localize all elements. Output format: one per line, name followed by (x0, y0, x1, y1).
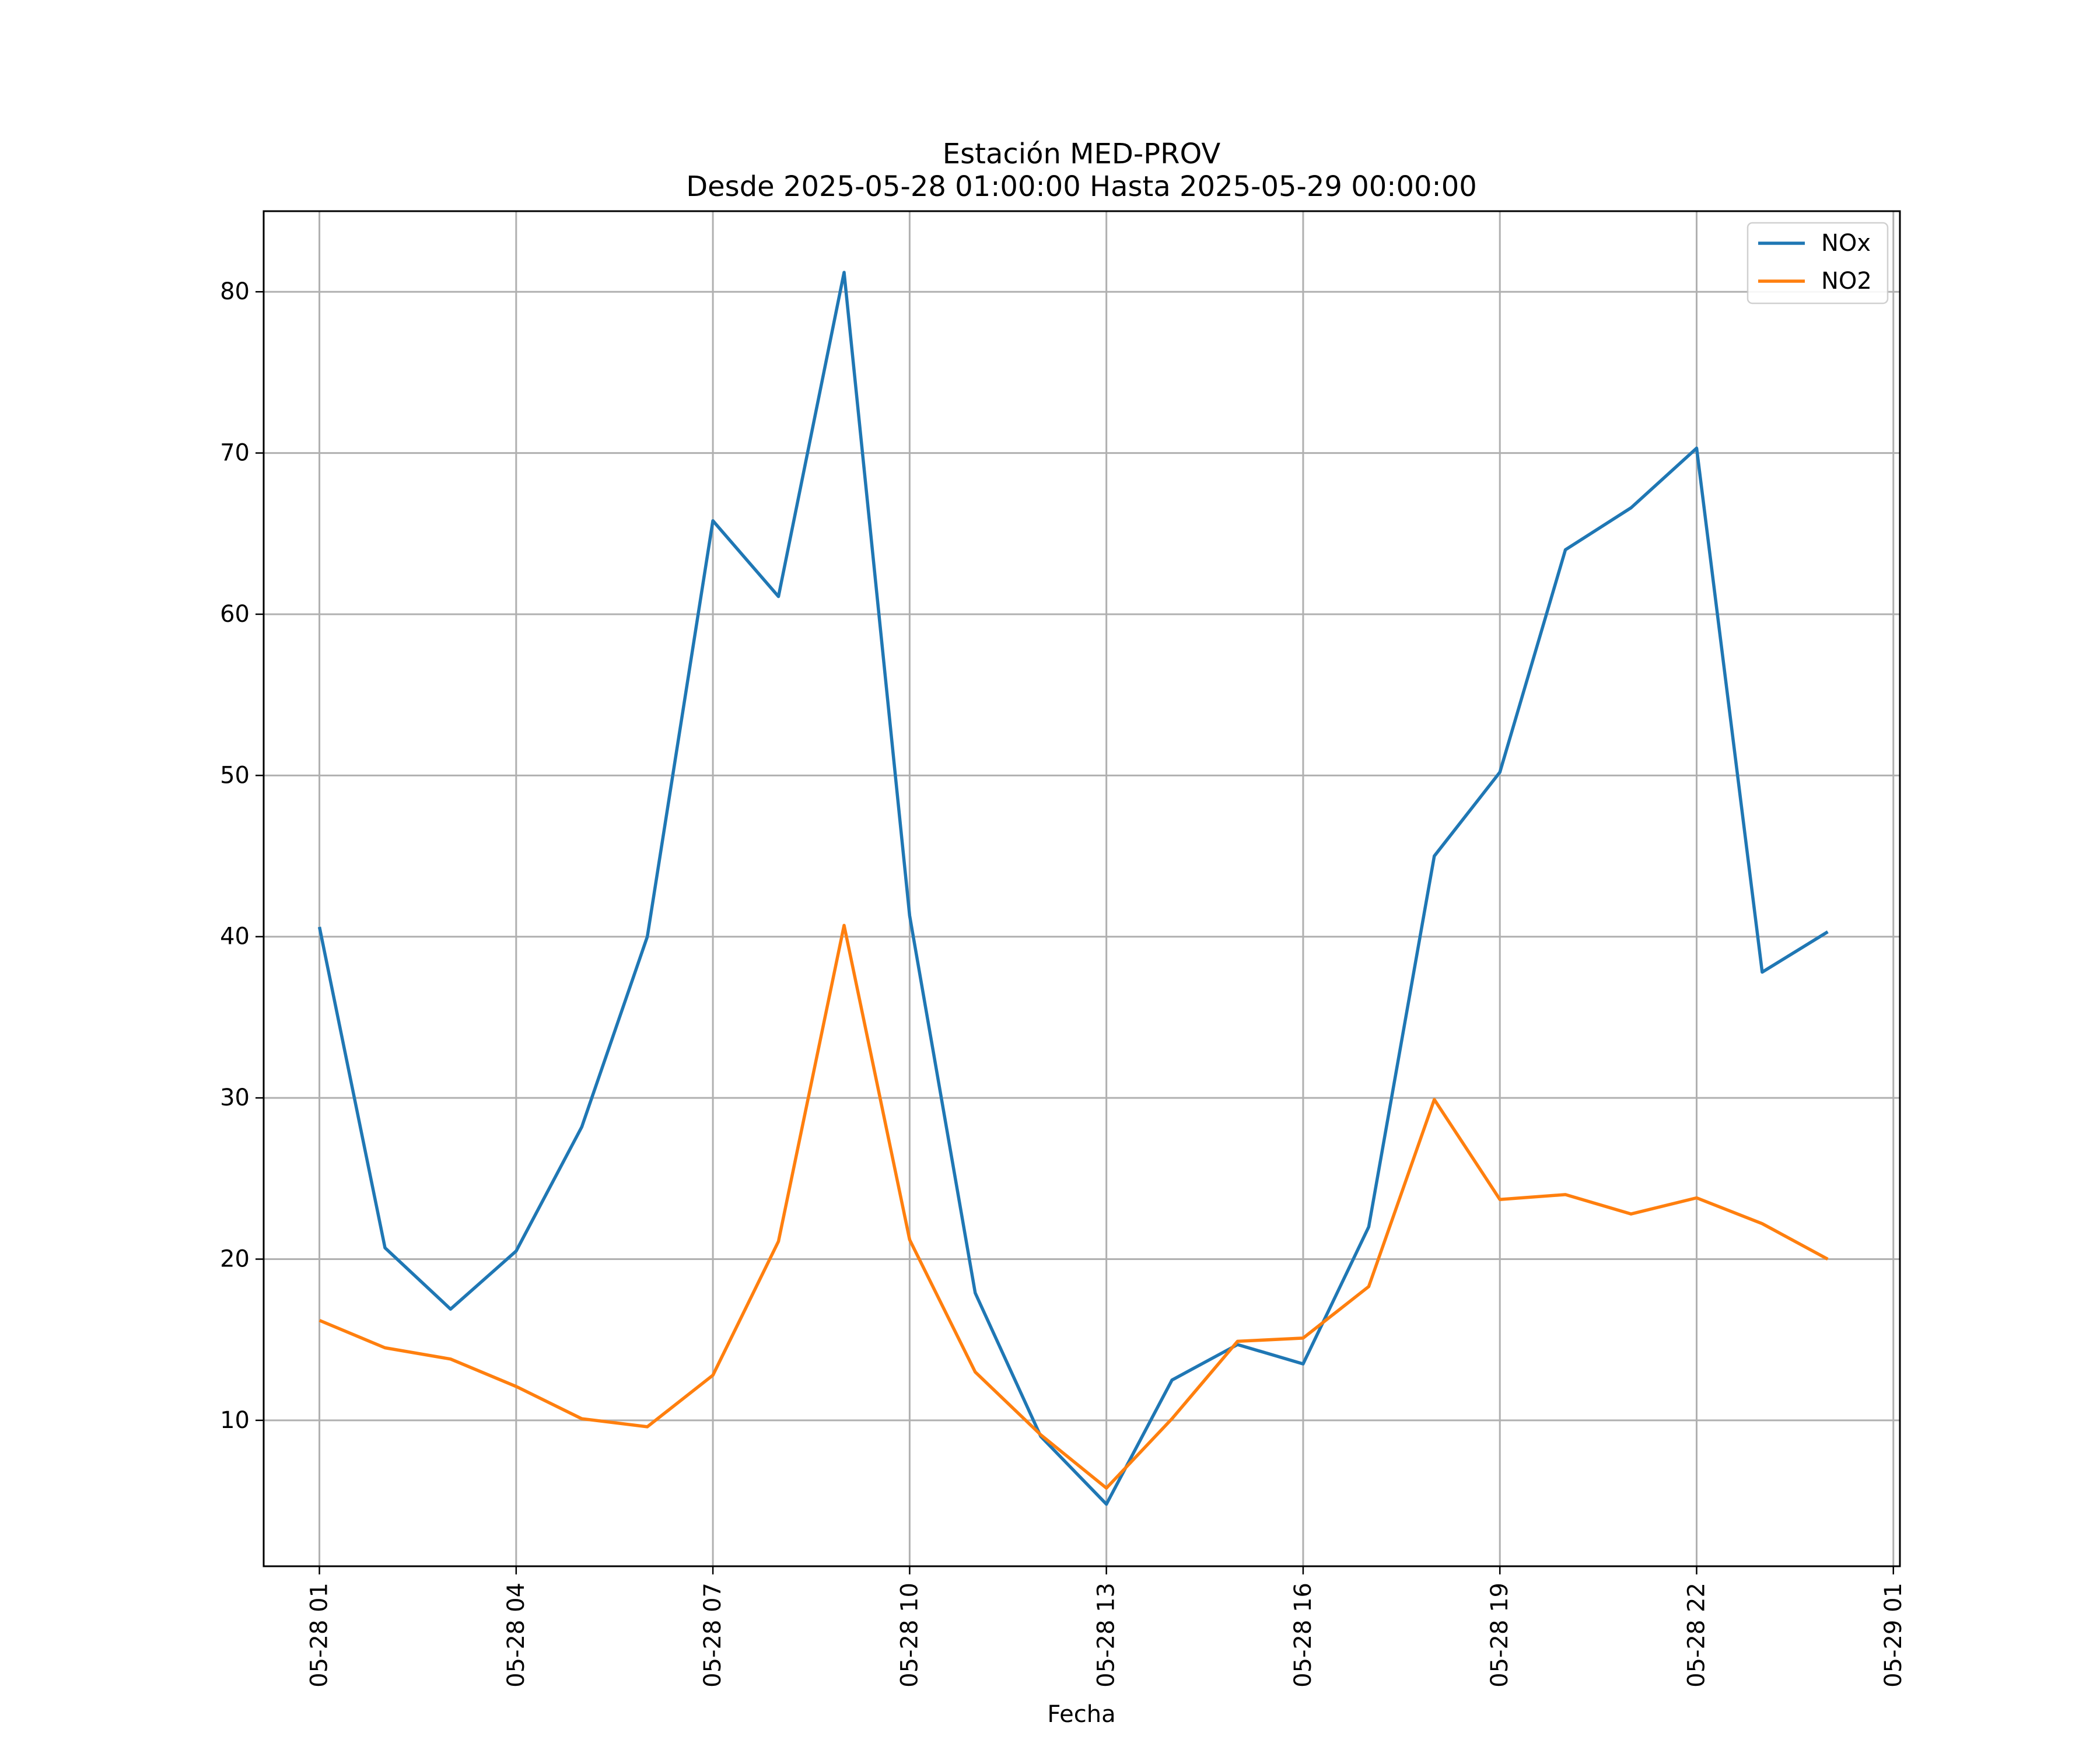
axis-ticks: 05-28 01 05-28 04 05-28 07 05-28 10 05-28 13… (220, 278, 1907, 1688)
legend: NOx NO2 (1746, 222, 1889, 304)
y-tick-label: 40 (220, 923, 250, 950)
legend-label-nox: NOx (1821, 230, 1871, 257)
chart-title: Estación MED-PROV (943, 138, 1221, 170)
x-tick-label: 05-29 01 (1880, 1583, 1907, 1688)
x-tick-label: 05-28 04 (503, 1583, 530, 1688)
series-line-no2 (318, 923, 1829, 1490)
x-tick-label: 05-28 13 (1093, 1583, 1120, 1688)
y-tick-label: 70 (220, 440, 250, 467)
x-tick-label: 05-28 22 (1683, 1583, 1710, 1688)
series-lines (317, 271, 1829, 1506)
y-tick-label: 50 (220, 762, 250, 789)
x-tick-label: 05-28 10 (896, 1583, 923, 1688)
y-tick-label: 60 (220, 601, 250, 628)
chart-subtitle: Desde 2025-05-28 01:00:00 Hasta 2025-05-… (686, 170, 1477, 203)
y-tick-label: 20 (220, 1245, 250, 1272)
plot-frame (262, 210, 1901, 1567)
legend-label-no2: NO2 (1821, 268, 1872, 295)
x-tick-label: 05-28 19 (1486, 1583, 1513, 1688)
x-axis-label: Fecha (1047, 1701, 1115, 1728)
series-line-nox (317, 271, 1829, 1506)
y-tick-label: 80 (220, 278, 250, 305)
y-tick-label: 30 (220, 1084, 250, 1111)
x-tick-label: 05-28 07 (699, 1583, 726, 1688)
x-tick-label: 05-28 16 (1290, 1583, 1317, 1688)
grid (264, 211, 1900, 1566)
y-tick-label: 10 (220, 1407, 250, 1434)
x-tick-label: 05-28 01 (306, 1583, 333, 1688)
